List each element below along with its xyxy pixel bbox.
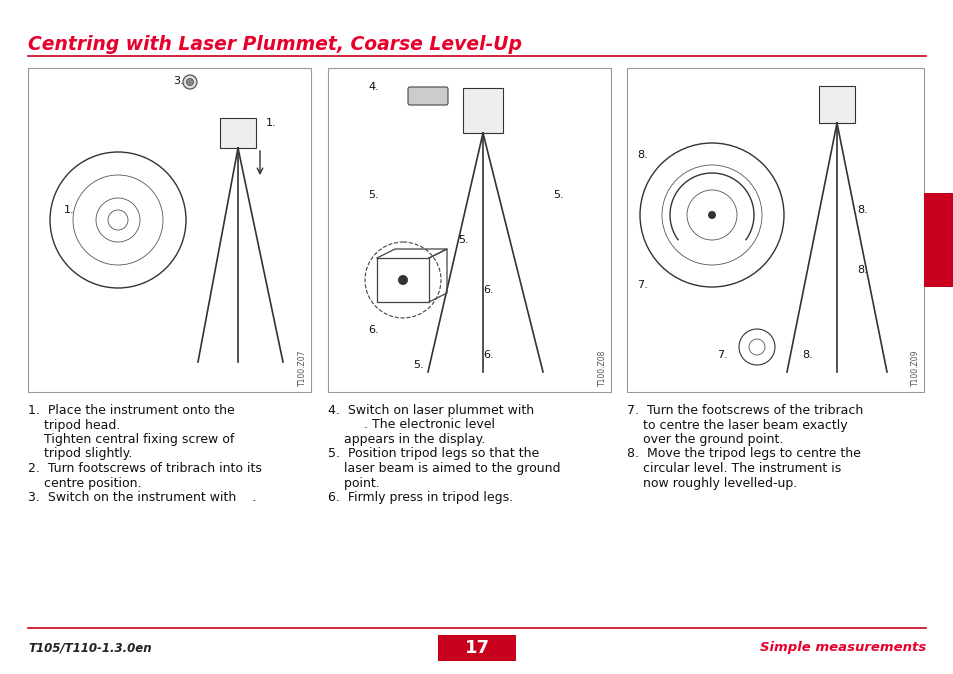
Text: 8.: 8.: [801, 350, 812, 360]
Text: 7.: 7.: [637, 280, 647, 290]
Text: Simple measurements: Simple measurements: [759, 642, 925, 654]
Text: T100.Z07: T100.Z07: [297, 350, 307, 386]
Text: 6.: 6.: [482, 350, 493, 360]
Text: T100.Z09: T100.Z09: [910, 350, 919, 386]
Text: 6.: 6.: [482, 285, 493, 295]
Text: Tighten central fixing screw of: Tighten central fixing screw of: [28, 433, 234, 446]
Text: 17: 17: [464, 639, 489, 657]
Bar: [923, 193, 953, 287]
Text: 8.: 8.: [856, 265, 867, 275]
FancyBboxPatch shape: [408, 87, 448, 105]
Text: 4.  Switch on laser plummet with: 4. Switch on laser plummet with: [328, 404, 534, 417]
Text: 1.: 1.: [266, 118, 276, 128]
Text: 2.  Turn footscrews of tribrach into its: 2. Turn footscrews of tribrach into its: [28, 462, 262, 475]
Text: 4.: 4.: [368, 82, 378, 92]
Circle shape: [707, 211, 716, 219]
Text: over the ground point.: over the ground point.: [626, 433, 782, 446]
Text: Centring with Laser Plummet, Coarse Level-Up: Centring with Laser Plummet, Coarse Leve…: [28, 34, 521, 53]
Text: tripod head.: tripod head.: [28, 419, 120, 431]
Text: 6.: 6.: [368, 325, 378, 335]
Bar: [437, 635, 516, 661]
Circle shape: [183, 75, 196, 89]
Text: 7.: 7.: [717, 350, 727, 360]
Text: 5.  Position tripod legs so that the: 5. Position tripod legs so that the: [328, 448, 538, 460]
Text: point.: point.: [328, 477, 379, 489]
Text: circular level. The instrument is: circular level. The instrument is: [626, 462, 841, 475]
Text: 8.: 8.: [637, 150, 647, 160]
Text: T100.Z08: T100.Z08: [598, 350, 606, 386]
Text: T105/T110-1.3.0en: T105/T110-1.3.0en: [28, 642, 152, 654]
Text: now roughly levelled-up.: now roughly levelled-up.: [626, 477, 797, 489]
Text: 7.  Turn the footscrews of the tribrach: 7. Turn the footscrews of the tribrach: [626, 404, 862, 417]
Circle shape: [186, 78, 193, 86]
Text: 1.  Place the instrument onto the: 1. Place the instrument onto the: [28, 404, 234, 417]
Circle shape: [397, 275, 408, 285]
Text: 8.  Move the tripod legs to centre the: 8. Move the tripod legs to centre the: [626, 448, 860, 460]
Text: 5.: 5.: [457, 235, 468, 245]
Text: 5.: 5.: [413, 360, 423, 370]
Text: 8.: 8.: [856, 205, 867, 215]
Text: 1.: 1.: [64, 205, 74, 215]
Text: 5.: 5.: [368, 190, 378, 200]
Text: to centre the laser beam exactly: to centre the laser beam exactly: [626, 419, 846, 431]
Text: 5.: 5.: [553, 190, 563, 200]
Bar: [328, 68, 610, 392]
Bar: [462, 88, 502, 133]
Text: tripod slightly.: tripod slightly.: [28, 448, 132, 460]
Text: 3.  Switch on the instrument with    .: 3. Switch on the instrument with .: [28, 491, 256, 504]
Bar: [28, 68, 311, 392]
Text: 6.  Firmly press in tripod legs.: 6. Firmly press in tripod legs.: [328, 491, 513, 504]
Bar: [626, 68, 923, 392]
Text: 3.: 3.: [172, 76, 183, 86]
Text: laser beam is aimed to the ground: laser beam is aimed to the ground: [328, 462, 560, 475]
Bar: [818, 86, 854, 123]
Text: . The electronic level: . The electronic level: [328, 419, 495, 431]
Text: centre position.: centre position.: [28, 477, 141, 489]
Bar: [220, 118, 255, 148]
Text: appears in the display.: appears in the display.: [328, 433, 485, 446]
